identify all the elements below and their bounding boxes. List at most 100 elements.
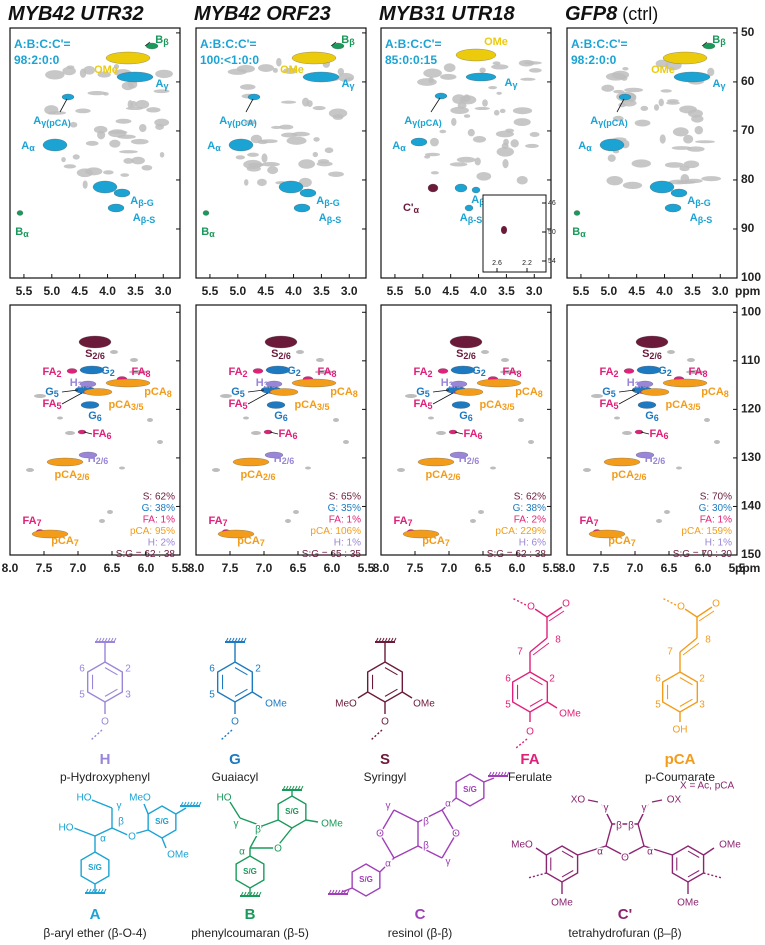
contour: [293, 510, 299, 514]
contour: [501, 226, 507, 234]
atom-label: 8: [555, 635, 561, 646]
contour: [228, 138, 254, 152]
contour: [257, 64, 275, 72]
bond: [561, 870, 574, 878]
panel-frame: [195, 27, 367, 279]
contour: [434, 92, 448, 100]
panel-title: GFP8 (ctrl): [565, 3, 658, 25]
contour: [260, 139, 278, 144]
bond: [261, 819, 279, 827]
x-tick-label: 3.0: [712, 284, 729, 298]
contour: [520, 77, 536, 81]
contour: [281, 100, 297, 104]
x-tick-label: 6.5: [661, 561, 678, 575]
contour: [83, 65, 95, 75]
contour: [105, 378, 151, 388]
contour: [450, 106, 469, 115]
contour: [451, 401, 471, 409]
atom-label: 5: [505, 700, 511, 711]
x-tick-label: 5.0: [229, 284, 246, 298]
peak-label: H3/5: [256, 377, 276, 390]
panel-title: MYB31 UTR18: [379, 3, 515, 25]
peak-label: FA2: [599, 366, 618, 379]
y-tick-label: 100: [741, 304, 761, 318]
contour: [457, 102, 467, 109]
x-tick-label: 3.5: [313, 284, 330, 298]
atom-label: α: [100, 834, 106, 845]
contour: [417, 78, 437, 86]
contour: [603, 457, 641, 467]
atom-label: β: [118, 817, 124, 828]
contour: [264, 335, 298, 349]
x-tick-label: 4.0: [470, 284, 487, 298]
atom-label: OMe: [265, 699, 287, 710]
contour: [686, 146, 705, 152]
peak-label: G2: [472, 365, 486, 378]
atom-label: 7: [667, 647, 673, 658]
contour: [105, 51, 151, 65]
peak-label: Aβ-G: [130, 195, 153, 208]
atom-label: O: [562, 599, 570, 610]
peak-label: Aα: [578, 140, 592, 153]
peak-label: FA5: [42, 398, 61, 411]
bond: [527, 872, 547, 879]
atom-label: α: [445, 799, 451, 810]
atom-label: S/G: [463, 785, 477, 794]
x-tick-label: 5.5: [172, 561, 189, 575]
contour: [512, 107, 533, 115]
contour: [449, 162, 468, 167]
bond: [113, 637, 117, 643]
contour: [77, 429, 87, 435]
contour: [271, 125, 283, 129]
contour: [159, 151, 165, 158]
contour: [622, 66, 629, 71]
bond: [240, 891, 244, 897]
contour: [78, 335, 112, 349]
atom-label: 6: [655, 674, 661, 685]
peak-label: Aβ-G: [687, 195, 710, 208]
monomer-name: Ferulate: [508, 770, 552, 784]
bond: [234, 688, 248, 697]
bond: [393, 637, 397, 643]
stat-line: pCA: 106%: [310, 526, 361, 537]
bond: [605, 845, 626, 857]
contour: [261, 153, 268, 163]
bond: [529, 698, 543, 707]
bond: [88, 888, 92, 894]
arrow: [61, 392, 83, 405]
bond: [90, 729, 103, 741]
contour: [265, 365, 291, 375]
bond: [651, 799, 663, 803]
bond: [255, 891, 259, 897]
contour: [130, 358, 138, 362]
bond: [343, 889, 347, 895]
contour: [474, 106, 490, 111]
bond: [698, 610, 715, 622]
peak-label: pCA3/5: [108, 399, 143, 412]
peak-label: FA5: [413, 398, 432, 411]
bond: [239, 817, 263, 827]
atom-label: γ: [642, 803, 647, 814]
peak-label: FA5: [599, 398, 618, 411]
x-tick-label: 8.0: [373, 561, 390, 575]
contour: [247, 152, 259, 157]
peak-label: OMe: [94, 64, 118, 76]
peak-label: Aγ: [156, 78, 169, 91]
contour: [139, 123, 147, 133]
bond: [393, 845, 419, 859]
peak-label: FA6: [649, 428, 668, 441]
contour: [282, 67, 298, 74]
bond: [111, 827, 131, 837]
x-tick-label: 6.0: [138, 561, 155, 575]
contour: [430, 171, 439, 175]
x-tick-label: 6.5: [290, 561, 307, 575]
bond: [100, 888, 104, 894]
contour: [516, 176, 528, 185]
bond: [379, 809, 395, 835]
contour: [454, 183, 468, 193]
contour: [154, 118, 170, 127]
bond: [515, 738, 528, 749]
contour: [464, 204, 474, 212]
contour: [634, 119, 651, 127]
stat-line: G: 38%: [142, 503, 175, 514]
